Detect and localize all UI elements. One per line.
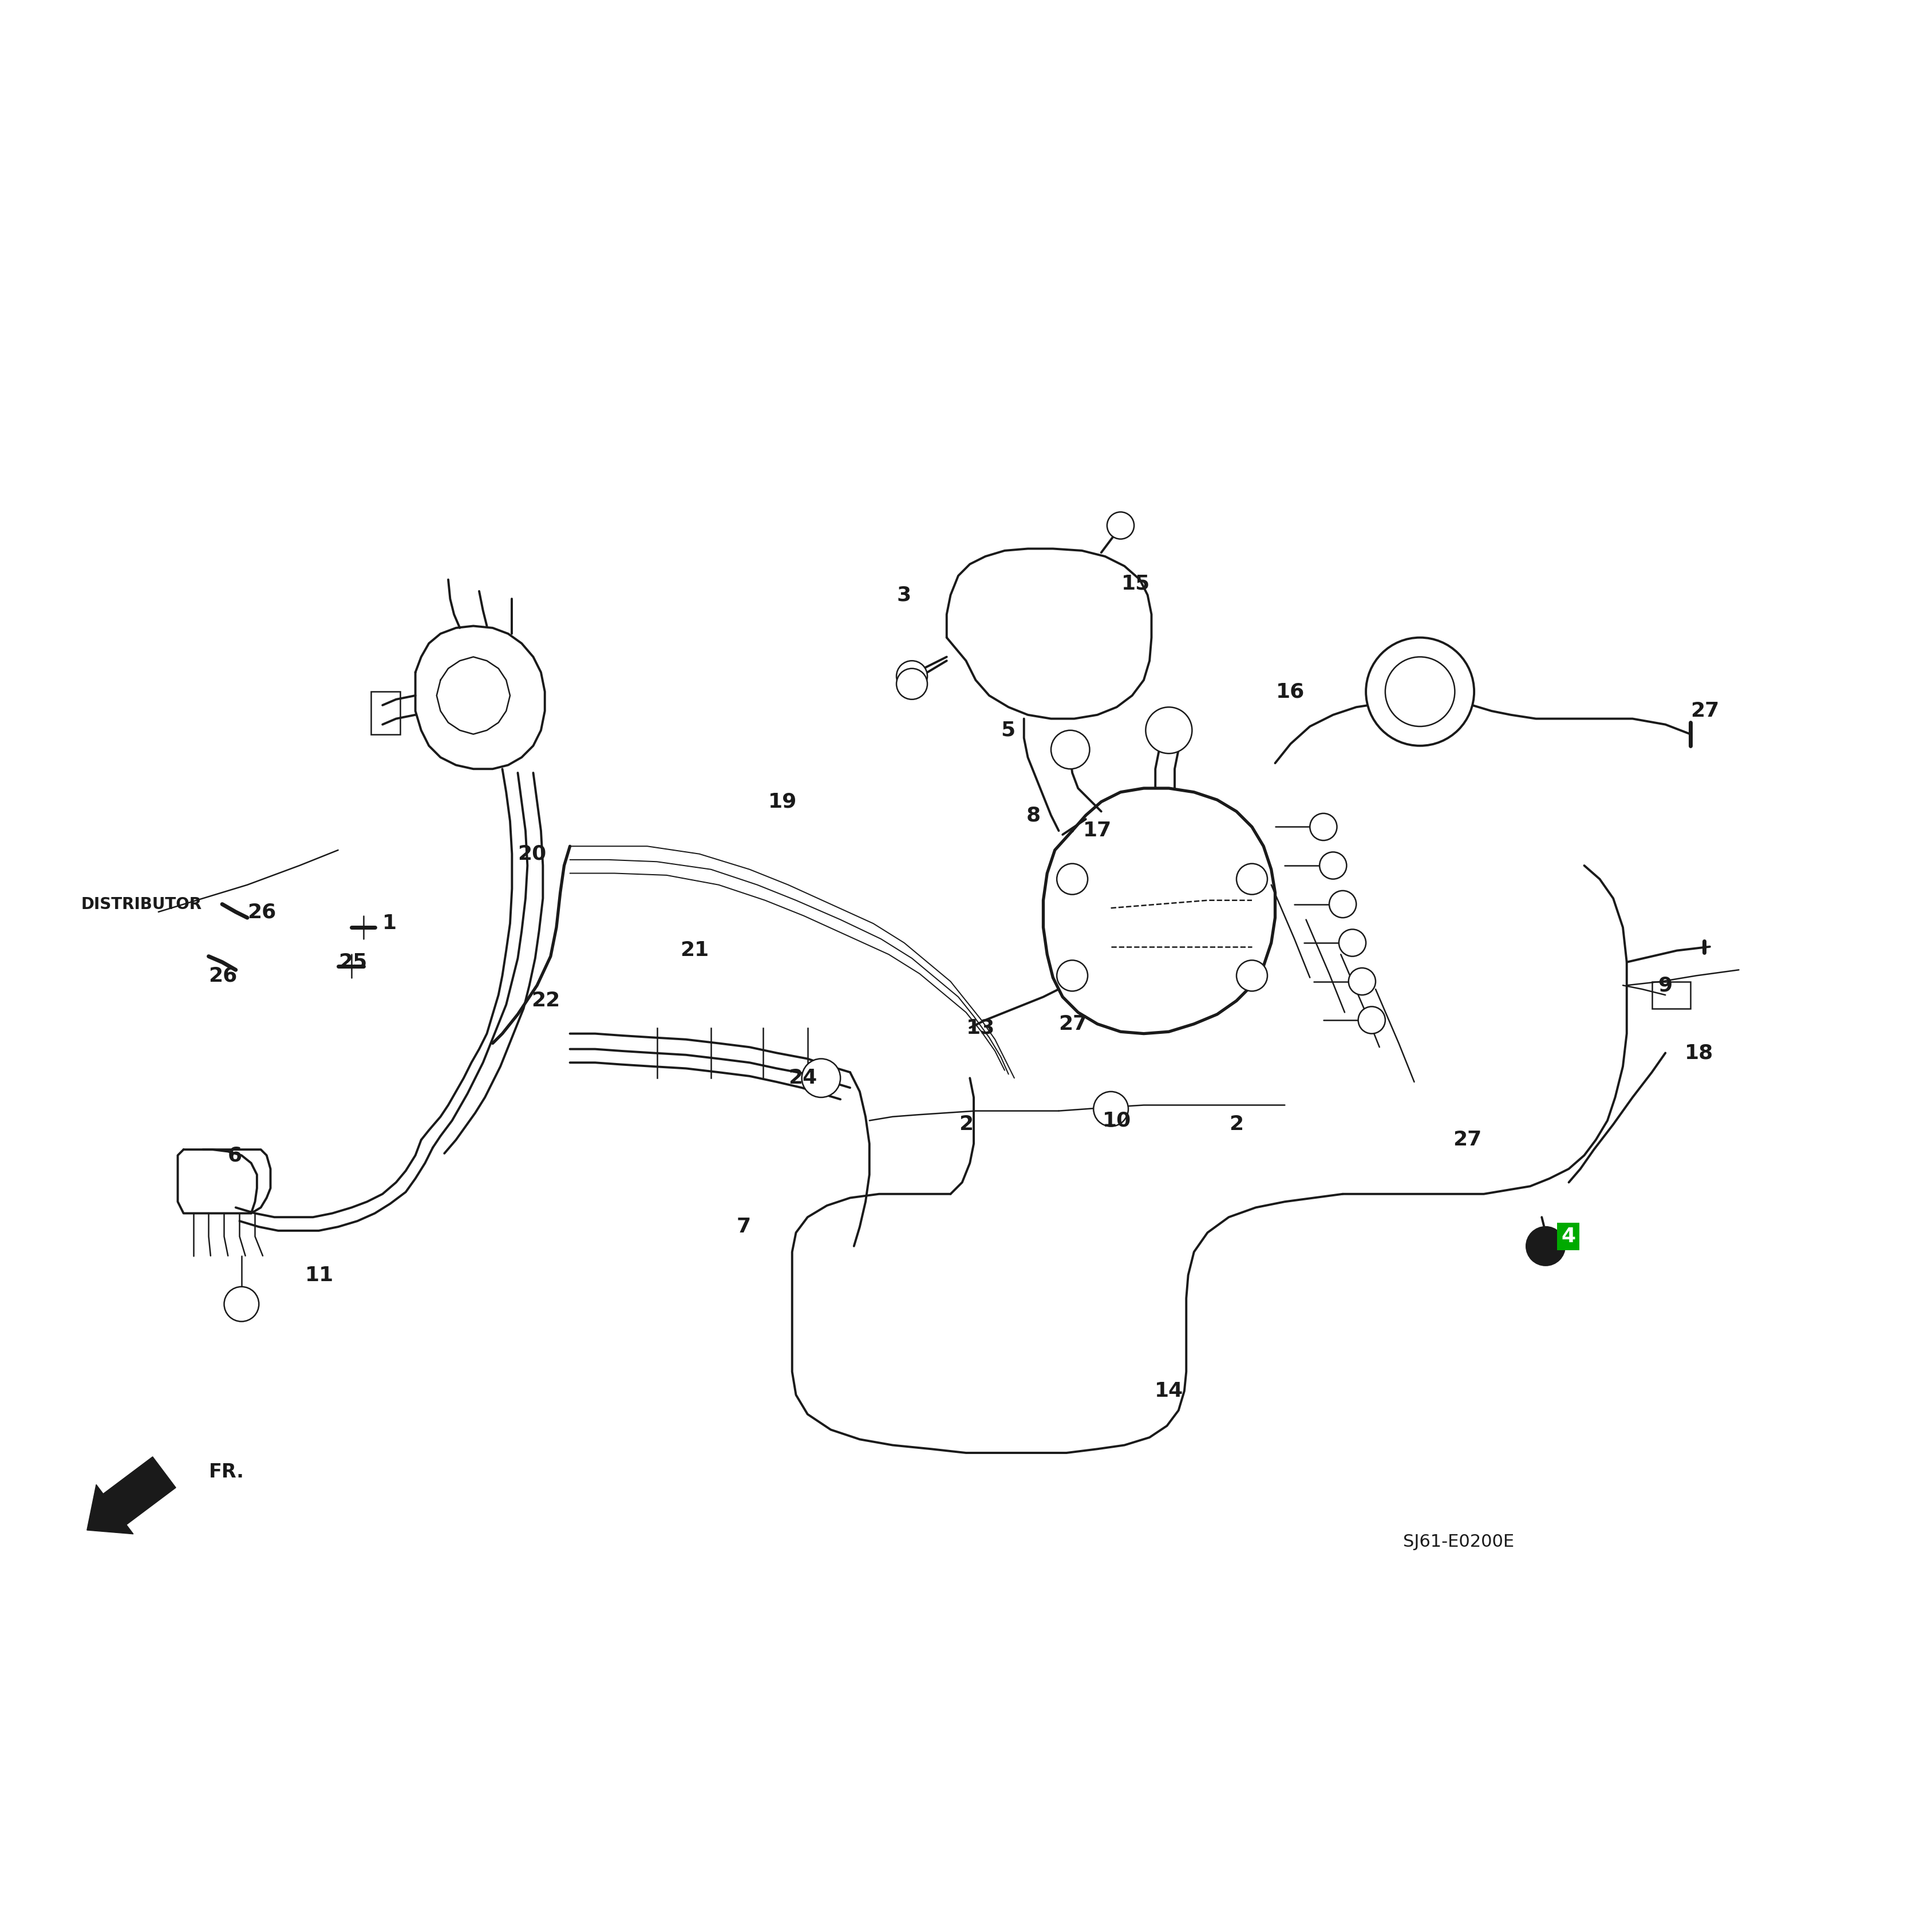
Circle shape bbox=[1094, 1092, 1128, 1126]
Text: 26: 26 bbox=[209, 966, 238, 985]
Text: 25: 25 bbox=[338, 952, 367, 972]
Text: 20: 20 bbox=[518, 844, 547, 864]
Text: 8: 8 bbox=[1026, 806, 1041, 825]
Circle shape bbox=[1146, 707, 1192, 753]
Text: 14: 14 bbox=[1155, 1381, 1182, 1401]
Circle shape bbox=[1358, 1007, 1385, 1034]
Text: 27: 27 bbox=[1453, 1130, 1482, 1150]
Circle shape bbox=[1385, 657, 1455, 726]
Text: 27: 27 bbox=[1690, 701, 1719, 721]
Circle shape bbox=[1107, 512, 1134, 539]
Circle shape bbox=[1057, 960, 1088, 991]
Text: 17: 17 bbox=[1084, 821, 1111, 840]
Circle shape bbox=[224, 1287, 259, 1321]
Circle shape bbox=[1329, 891, 1356, 918]
Circle shape bbox=[1366, 638, 1474, 746]
Text: SJ61-E0200E: SJ61-E0200E bbox=[1403, 1534, 1515, 1549]
Circle shape bbox=[1057, 864, 1088, 895]
FancyArrow shape bbox=[87, 1457, 176, 1534]
Circle shape bbox=[1339, 929, 1366, 956]
Circle shape bbox=[1051, 730, 1090, 769]
Text: 24: 24 bbox=[788, 1068, 817, 1088]
Text: 2: 2 bbox=[1229, 1115, 1244, 1134]
Text: 6: 6 bbox=[228, 1146, 242, 1165]
Circle shape bbox=[802, 1059, 840, 1097]
Text: 5: 5 bbox=[1001, 721, 1014, 740]
Text: 15: 15 bbox=[1122, 574, 1150, 593]
Text: 22: 22 bbox=[531, 991, 560, 1010]
Circle shape bbox=[1320, 852, 1347, 879]
Circle shape bbox=[896, 668, 927, 699]
Text: DISTRIBUTOR: DISTRIBUTOR bbox=[81, 896, 203, 912]
Circle shape bbox=[1526, 1227, 1565, 1265]
Text: 13: 13 bbox=[966, 1018, 995, 1037]
Text: 10: 10 bbox=[1103, 1111, 1130, 1130]
Text: 7: 7 bbox=[736, 1217, 752, 1236]
Text: 21: 21 bbox=[680, 941, 709, 960]
Text: 18: 18 bbox=[1685, 1043, 1714, 1063]
Text: 27: 27 bbox=[1059, 1014, 1088, 1034]
Circle shape bbox=[1236, 864, 1267, 895]
Circle shape bbox=[1310, 813, 1337, 840]
Text: 11: 11 bbox=[305, 1265, 334, 1285]
Text: 3: 3 bbox=[896, 585, 912, 605]
Text: FR.: FR. bbox=[209, 1463, 243, 1482]
Text: 9: 9 bbox=[1658, 976, 1671, 995]
Circle shape bbox=[1349, 968, 1376, 995]
Text: 16: 16 bbox=[1277, 682, 1304, 701]
Text: 1: 1 bbox=[383, 914, 396, 933]
Text: 19: 19 bbox=[769, 792, 796, 811]
Circle shape bbox=[1236, 960, 1267, 991]
Text: 26: 26 bbox=[247, 902, 276, 922]
FancyBboxPatch shape bbox=[1652, 981, 1690, 1009]
Text: 2: 2 bbox=[958, 1115, 974, 1134]
FancyBboxPatch shape bbox=[371, 692, 400, 734]
Text: 4: 4 bbox=[1561, 1227, 1575, 1246]
Circle shape bbox=[896, 661, 927, 692]
